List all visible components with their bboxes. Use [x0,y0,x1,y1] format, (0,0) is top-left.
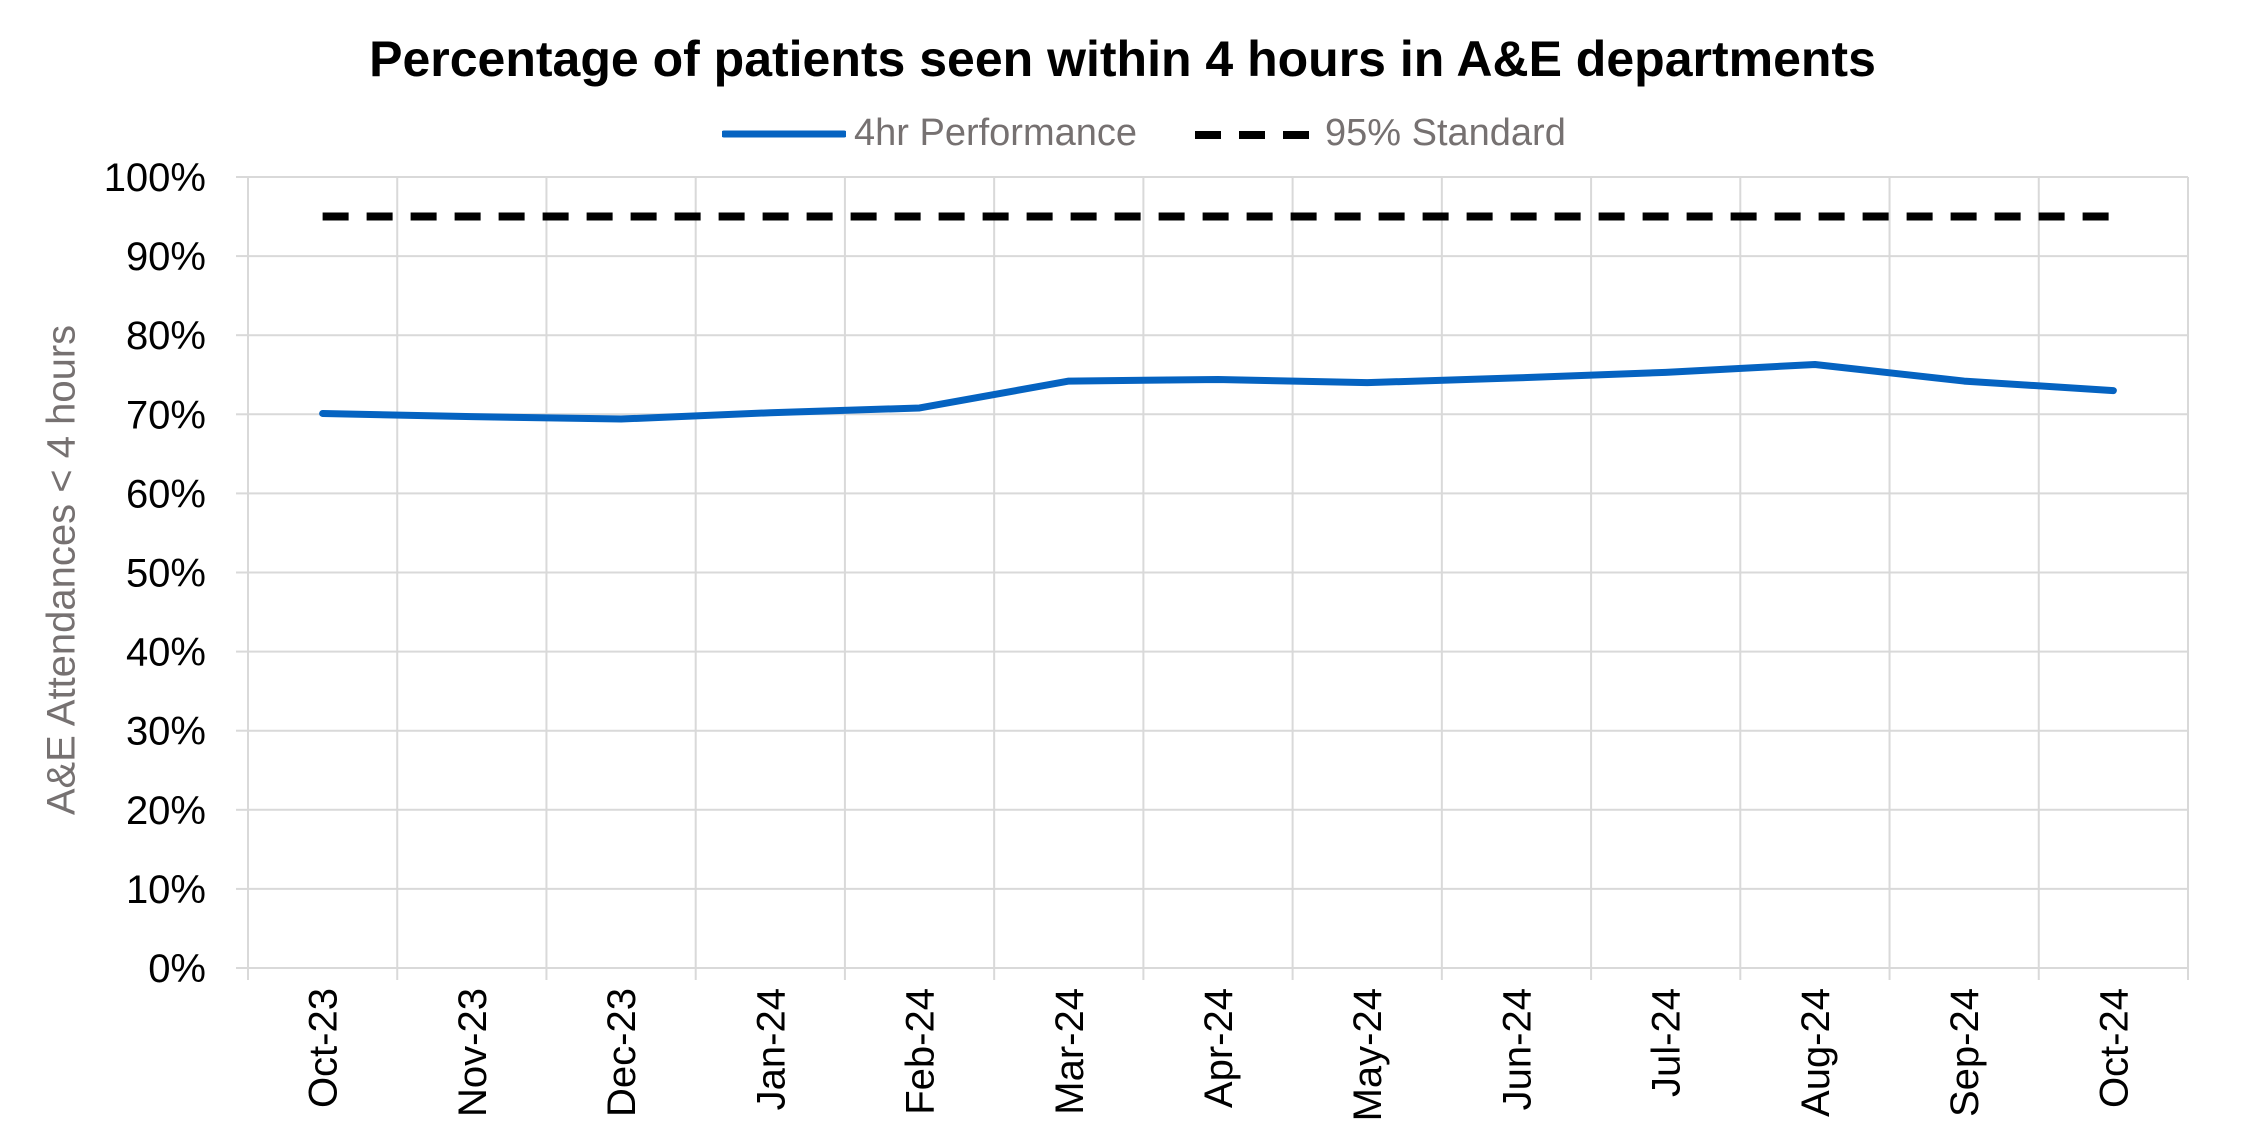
x-tick-label: Mar-24 [1048,988,1092,1115]
y-tick-label: 40% [126,631,206,675]
legend-label-95-standard: 95% Standard [1325,112,1566,154]
series-lines [319,212,2117,423]
x-tick-label: Oct-23 [302,988,346,1108]
y-tick-label: 30% [126,710,206,754]
y-tick-label: 20% [126,789,206,833]
x-tick-label: Jun-24 [1495,988,1539,1110]
y-tick-label: 90% [126,235,206,279]
axes [236,176,2189,980]
y-tick-label: 60% [126,472,206,516]
series-line-4hr-performance [319,360,2117,423]
y-tick-label: 100% [104,156,206,200]
y-tick-label: 70% [126,393,206,437]
horizontal-gridlines [248,176,2188,890]
x-tick-label: Aug-24 [1794,988,1838,1117]
legend-label-4hr-performance: 4hr Performance [854,112,1138,154]
y-tick-label: 50% [126,552,206,596]
y-tick-labels: 0% 10% 20% 30% 40% 50% 60% 70% 80% 90% 100% [104,156,206,991]
x-tick-label: Nov-23 [451,988,495,1117]
legend-swatch-solid [722,130,846,138]
x-tick-label: Sep-24 [1943,988,1987,1117]
x-tick-label: Jul-24 [1645,988,1689,1097]
y-tick-label: 10% [126,868,206,912]
chart-title: Percentage of patients seen within 4 hou… [369,31,1876,87]
x-tick-label: Jan-24 [749,988,793,1110]
legend: 4hr Performance 95% Standard [0,108,2245,158]
x-tick-label: May-24 [1346,988,1390,1121]
x-tick-labels: Oct-23 Nov-23 Dec-23 Jan-24 Feb-24 Mar-24 Apr-… [302,988,2137,1121]
x-tick-label: Feb-24 [899,988,943,1115]
x-tick-label: Dec-23 [600,988,644,1117]
y-tick-label: 80% [126,314,206,358]
legend-swatch-dashed [1195,131,1315,139]
y-tick-label: 0% [148,947,206,991]
x-tick-label: Apr-24 [1197,988,1241,1108]
x-tick-label: Oct-24 [2092,988,2136,1108]
